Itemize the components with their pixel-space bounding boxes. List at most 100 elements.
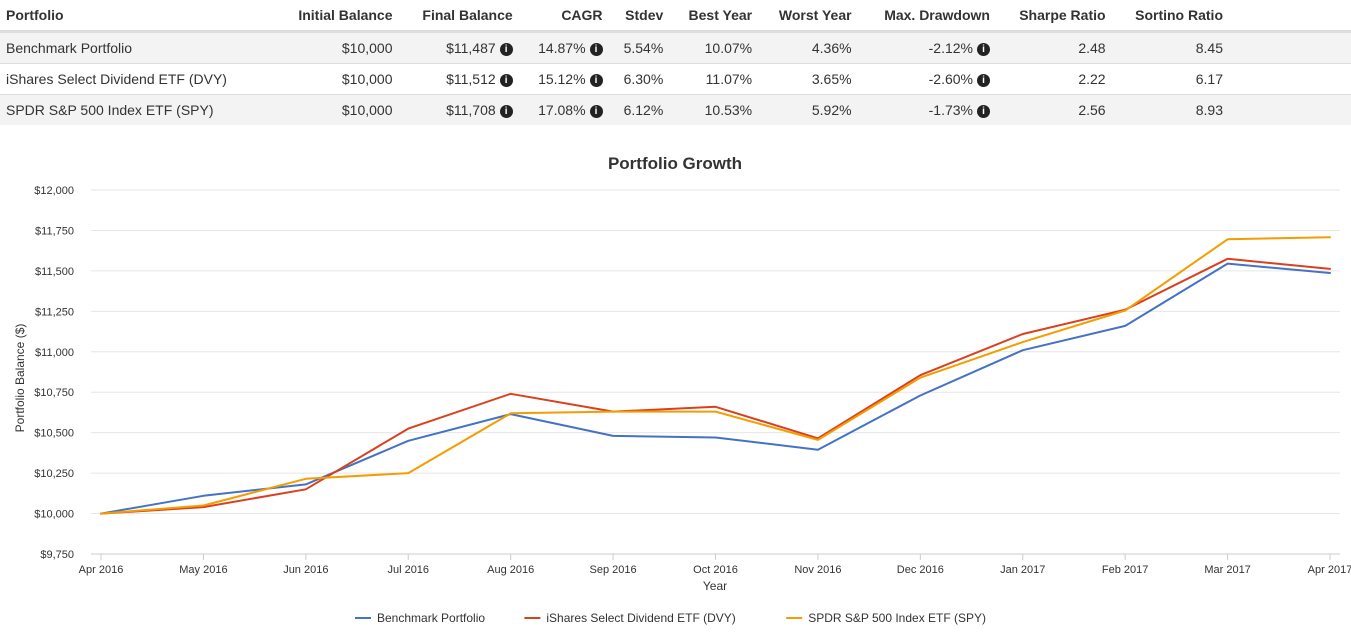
header-best-year[interactable]: Best Year	[669, 0, 759, 33]
info-circle-icon[interactable]: i	[589, 43, 603, 56]
cell-spacer	[1229, 94, 1351, 125]
y-tick-label: $10,250	[34, 468, 74, 480]
header-max-drawdown[interactable]: Max. Drawdown	[857, 0, 996, 33]
grid-lines	[91, 189, 1340, 555]
info-circle-icon[interactable]: i	[976, 105, 990, 118]
cell-value: -2.12%	[928, 40, 973, 56]
cell-cagr: 15.12% i	[518, 63, 609, 95]
cell-cagr: 17.08% i	[518, 94, 609, 125]
y-tick-label: $10,000	[34, 509, 74, 521]
legend-label: iShares Select Dividend ETF (DVY)	[546, 611, 735, 625]
cell-value: 17.08%	[538, 102, 586, 118]
table-row: Benchmark Portfolio $10,000 $11,487 i 14.…	[0, 31, 1351, 64]
cell-stdev: 6.12%	[608, 94, 670, 125]
x-tick-label: Sep 2016	[590, 564, 637, 576]
info-circle-icon[interactable]: i	[589, 105, 603, 118]
y-tick-label: $9,750	[40, 549, 74, 561]
cell-portfolio: SPDR S&P 500 Index ETF (SPY)	[0, 94, 274, 125]
table-header-row: Portfolio Initial Balance Final Balance …	[0, 0, 1351, 33]
series-line-1[interactable]	[100, 262, 1331, 515]
y-tick-label: $10,500	[34, 428, 74, 440]
info-circle-icon[interactable]: i	[499, 105, 513, 118]
x-tick-label: Oct 2016	[693, 564, 738, 576]
x-tick-label: Feb 2017	[1102, 564, 1148, 576]
cell-portfolio: Benchmark Portfolio	[0, 31, 274, 64]
chart-title: Portfolio Growth	[608, 154, 742, 173]
info-circle-icon[interactable]: i	[499, 43, 513, 56]
cell-initial-balance: $10,000	[273, 94, 399, 125]
info-circle-icon[interactable]: i	[499, 74, 513, 87]
portfolio-growth-chart: Portfolio Growth $9,750 $10,000 $10,250 $10…	[13, 154, 1351, 625]
series-line-3[interactable]	[100, 236, 1331, 515]
info-circle-icon[interactable]: i	[589, 74, 603, 87]
cell-sortino-ratio: 6.17	[1111, 63, 1229, 95]
chart-legend: Benchmark Portfolio iShares Select Divide…	[355, 611, 986, 625]
cell-value: -2.60%	[928, 71, 973, 87]
x-tick-label: Aug 2016	[487, 564, 534, 576]
x-axis-ticks: Apr 2016 May 2016 Jun 2016 Jul 2016 Aug 2016…	[79, 554, 1351, 576]
cell-worst-year: 4.36%	[758, 31, 858, 64]
y-axis-label: Portfolio Balance ($)	[13, 324, 27, 433]
y-tick-label: $11,000	[35, 347, 74, 359]
cell-initial-balance: $10,000	[273, 63, 399, 95]
header-spacer	[1229, 0, 1351, 33]
cell-spacer	[1229, 63, 1351, 95]
header-final-balance[interactable]: Final Balance	[398, 0, 519, 33]
y-axis-ticks: $9,750 $10,000 $10,250 $10,500 $10,750 $11,00…	[34, 185, 74, 561]
legend-item[interactable]: iShares Select Dividend ETF (DVY)	[524, 611, 736, 625]
table-row: SPDR S&P 500 Index ETF (SPY) $10,000 $11…	[0, 94, 1351, 125]
x-tick-label: Jun 2016	[283, 564, 328, 576]
y-tick-label: $11,750	[35, 225, 74, 237]
x-tick-label: Dec 2016	[897, 564, 944, 576]
cell-value: -1.73%	[928, 102, 973, 118]
x-tick-label: Jan 2017	[1000, 564, 1045, 576]
legend-label: SPDR S&P 500 Index ETF (SPY)	[808, 611, 986, 625]
info-circle-icon[interactable]: i	[976, 43, 990, 56]
cell-value: $11,487	[446, 40, 496, 56]
cell-value: $11,708	[446, 102, 496, 118]
x-tick-label: May 2016	[179, 564, 227, 576]
cell-portfolio: iShares Select Dividend ETF (DVY)	[0, 63, 274, 95]
y-tick-label: $10,750	[34, 387, 74, 399]
cell-max-drawdown: -1.73% i	[857, 94, 996, 125]
cell-initial-balance: $10,000	[273, 31, 399, 64]
cell-max-drawdown: -2.12% i	[857, 31, 996, 64]
cell-stdev: 5.54%	[608, 31, 670, 64]
header-portfolio[interactable]: Portfolio	[0, 0, 274, 33]
legend-item[interactable]: Benchmark Portfolio	[355, 611, 485, 625]
header-cagr[interactable]: CAGR	[518, 0, 609, 33]
cell-sharpe-ratio: 2.22	[995, 63, 1112, 95]
cell-worst-year: 5.92%	[758, 94, 858, 125]
cell-final-balance: $11,708 i	[398, 94, 519, 125]
cell-value: $11,512	[446, 71, 496, 87]
cell-sortino-ratio: 8.45	[1111, 31, 1229, 64]
x-tick-label: Apr 2016	[79, 564, 124, 576]
header-initial-balance[interactable]: Initial Balance	[273, 0, 399, 33]
header-worst-year[interactable]: Worst Year	[758, 0, 858, 33]
x-tick-label: Jul 2016	[387, 564, 429, 576]
info-circle-icon[interactable]: i	[976, 74, 990, 87]
cell-best-year: 10.07%	[669, 31, 759, 64]
legend-item[interactable]: SPDR S&P 500 Index ETF (SPY)	[786, 611, 986, 625]
cell-sortino-ratio: 8.93	[1111, 94, 1229, 125]
y-tick-label: $12,000	[34, 185, 74, 197]
x-axis-label: Year	[703, 579, 727, 593]
cell-sharpe-ratio: 2.48	[995, 31, 1112, 64]
y-tick-label: $11,250	[35, 306, 74, 318]
portfolio-stats-table: Portfolio Initial Balance Final Balance …	[0, 0, 1351, 125]
header-sharpe-ratio[interactable]: Sharpe Ratio	[995, 0, 1112, 33]
x-tick-label: Apr 2017	[1308, 564, 1351, 576]
cell-sharpe-ratio: 2.56	[995, 94, 1112, 125]
cell-best-year: 10.53%	[669, 94, 759, 125]
cell-worst-year: 3.65%	[758, 63, 858, 95]
header-stdev[interactable]: Stdev	[608, 0, 670, 33]
cell-spacer	[1229, 31, 1351, 64]
y-tick-label: $11,500	[35, 266, 74, 278]
cell-max-drawdown: -2.60% i	[857, 63, 996, 95]
cell-best-year: 11.07%	[669, 63, 759, 95]
header-sortino-ratio[interactable]: Sortino Ratio	[1111, 0, 1229, 33]
cell-final-balance: $11,487 i	[398, 31, 519, 64]
cell-value: 14.87%	[538, 40, 586, 56]
x-tick-label: Mar 2017	[1204, 564, 1250, 576]
legend-label: Benchmark Portfolio	[377, 611, 485, 625]
